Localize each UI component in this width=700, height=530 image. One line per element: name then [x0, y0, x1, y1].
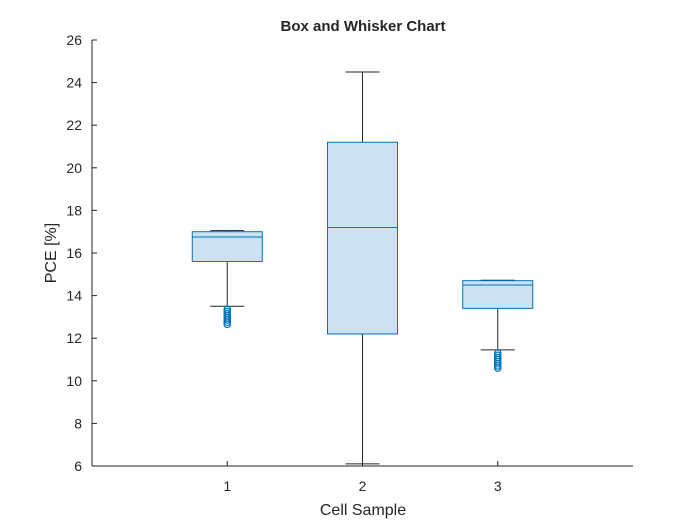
y-tick-label: 16 — [66, 245, 82, 261]
y-axis-label: PCE [%] — [43, 223, 60, 283]
outlier-point — [493, 364, 502, 372]
outlier-point — [493, 362, 502, 370]
y-tick-label: 12 — [66, 330, 82, 346]
outlier-point — [223, 316, 232, 324]
y-tick-label: 10 — [66, 373, 82, 389]
x-axis-label: Cell Sample — [320, 502, 406, 519]
chart-title: Box and Whisker Chart — [280, 18, 445, 35]
x-tick-label: 3 — [494, 478, 502, 494]
outlier-point — [223, 318, 232, 327]
y-tick-label: 6 — [74, 458, 82, 474]
outlier-point — [223, 320, 232, 329]
y-tick-label: 14 — [66, 288, 82, 304]
x-tick-label: 2 — [359, 478, 367, 494]
y-tick-label: 26 — [66, 32, 82, 48]
y-tick-label: 22 — [66, 117, 82, 133]
box — [327, 141, 398, 335]
y-tick-label: 20 — [66, 160, 82, 176]
box — [191, 231, 263, 263]
x-tick-label: 1 — [223, 478, 231, 494]
y-tick-label: 18 — [66, 202, 82, 218]
y-tick-label: 8 — [74, 415, 82, 431]
outlier-point — [493, 359, 502, 368]
y-tick-label: 24 — [66, 75, 82, 91]
